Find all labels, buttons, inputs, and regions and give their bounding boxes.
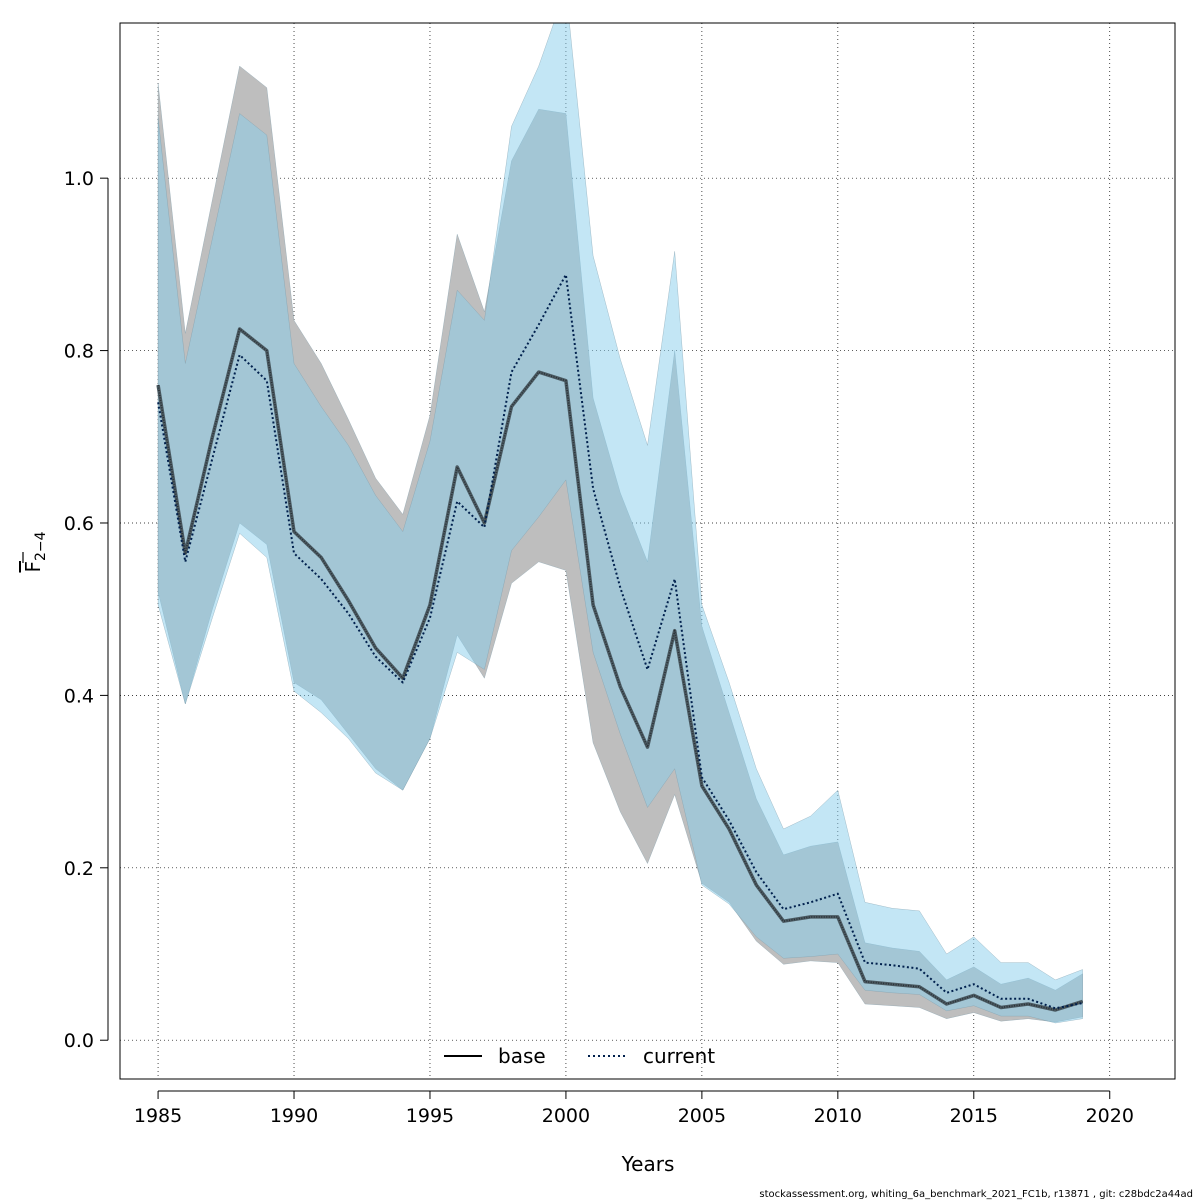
line-current xyxy=(157,273,1083,1010)
y-axis-title-sub: 2−4 xyxy=(33,531,49,561)
y-tick-label-5: 1.0 xyxy=(64,168,94,190)
x-tick-label-1995: 1995 xyxy=(406,1105,454,1127)
x-axis-title: Years xyxy=(621,1152,675,1176)
y-tick-label-3: 0.6 xyxy=(64,513,94,535)
series-lines xyxy=(156,273,1084,1012)
confidence-bands xyxy=(157,23,1083,1024)
legend-current-label: current xyxy=(643,1044,715,1068)
x-tick-label-2015: 2015 xyxy=(950,1105,998,1127)
y-tick-label-2: 0.4 xyxy=(64,685,94,707)
x-axis: 1985 1990 1995 2000 2005 2010 2015 2020 xyxy=(134,1090,1134,1127)
y-tick-label-0: 0.0 xyxy=(64,1030,94,1052)
x-tick-label-2010: 2010 xyxy=(814,1105,862,1127)
x-tick-label-1985: 1985 xyxy=(134,1105,182,1127)
line-base-core xyxy=(157,328,1083,1011)
band-current xyxy=(157,23,1083,1024)
x-tick-label-2020: 2020 xyxy=(1086,1105,1134,1127)
x-tick-label-2000: 2000 xyxy=(542,1105,590,1127)
legend-base-label: base xyxy=(498,1044,546,1068)
footer-note: stockassessment.org, whiting_6a_benchmar… xyxy=(759,1189,1193,1200)
y-axis-title: F2−4 xyxy=(21,531,49,572)
svg-text:F2−4: F2−4 xyxy=(21,531,49,572)
y-axis-title-main: F xyxy=(21,561,45,573)
x-tick-label-2005: 2005 xyxy=(678,1105,726,1127)
plot-frame xyxy=(119,22,1176,1080)
legend: base current xyxy=(444,1044,715,1068)
y-tick-label-1: 0.2 xyxy=(64,858,94,880)
x-tick-label-1990: 1990 xyxy=(270,1105,318,1127)
y-tick-label-4: 0.8 xyxy=(64,341,94,363)
y-axis: 0.0 0.2 0.4 0.6 0.8 1.0 xyxy=(64,168,109,1052)
